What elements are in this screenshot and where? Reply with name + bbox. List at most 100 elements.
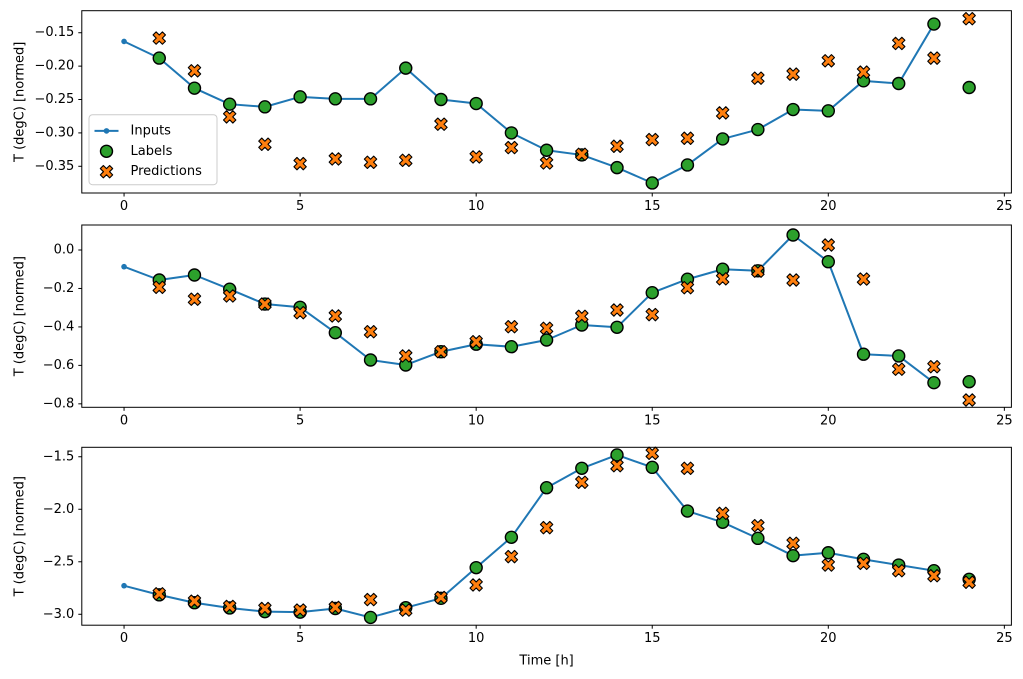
predictions-x-marker — [434, 590, 448, 605]
labels-circle-marker — [892, 76, 906, 91]
predictions-x-marker — [680, 131, 695, 145]
predictions-x-marker — [152, 280, 166, 295]
legend-label-labels: Labels — [131, 144, 173, 159]
predictions-x-marker — [856, 272, 871, 286]
inputs-point-marker — [121, 263, 127, 270]
y-tick-label: −2.5 — [43, 554, 75, 569]
predictions-x-marker — [821, 558, 836, 572]
predictions-x-marker — [715, 506, 730, 521]
labels-circle-marker — [399, 61, 413, 75]
axes-spines — [81, 446, 1012, 626]
labels-circle-marker — [645, 176, 659, 190]
x-tick-label: 0 — [120, 413, 128, 428]
labels-circle-marker — [751, 122, 765, 137]
x-axis-label: Time [h] — [518, 654, 573, 669]
labels-circle-marker — [363, 353, 378, 367]
legend-label-predictions: Predictions — [131, 164, 203, 179]
y-tick-label: −1.5 — [43, 449, 75, 464]
predictions-x-marker — [363, 155, 378, 170]
predictions-x-marker — [927, 569, 941, 583]
y-tick-label: −2.0 — [43, 502, 75, 517]
axes-spines — [81, 10, 1012, 194]
y-tick-label: −0.35 — [34, 159, 74, 174]
predictions-x-marker — [610, 303, 624, 317]
predictions-x-marker — [504, 549, 519, 564]
x-tick-label: 10 — [468, 199, 485, 214]
y-tick-label: −0.25 — [34, 92, 74, 107]
legend: Inputs Labels Predictions — [88, 114, 218, 186]
x-tick-label: 15 — [644, 199, 661, 214]
predictions-x-marker — [469, 578, 483, 592]
x-tick-label: 20 — [820, 199, 837, 214]
labels-circle-marker — [293, 90, 307, 104]
predictions-x-marker — [856, 65, 871, 79]
y-tick-label: −3.0 — [43, 607, 75, 622]
predictions-x-marker — [399, 603, 413, 617]
predictions-x-marker — [539, 156, 554, 170]
labels-circle-marker — [328, 325, 343, 340]
predictions-x-marker — [821, 54, 836, 68]
predictions-x-marker — [328, 600, 343, 615]
labels-circle-marker — [645, 285, 659, 300]
labels-circle-marker — [786, 228, 800, 242]
predictions-x-marker — [575, 475, 589, 490]
labels-circle-marker — [469, 560, 483, 575]
subplot-1: 0 5 10 15 20 25 −0.15 −0.20 −0.25 −0.30 −0.35 T (de… — [13, 10, 1013, 214]
x-tick-label: 0 — [120, 631, 128, 646]
predictions-x-marker — [187, 64, 202, 78]
legend-line-dot — [103, 128, 110, 134]
x-tick-label: 15 — [644, 413, 661, 428]
labels-circle-marker — [152, 51, 166, 65]
labels-circle-marker — [892, 349, 906, 363]
inputs-line — [123, 23, 935, 184]
y-tick-label: −0.20 — [34, 59, 74, 74]
predictions-x-marker — [152, 31, 166, 45]
predictions-x-marker — [187, 594, 202, 608]
x-tick-label: 15 — [644, 631, 661, 646]
legend-circle-sample — [99, 144, 114, 159]
labels-circle-marker — [786, 102, 800, 117]
x-tick-label: 25 — [996, 413, 1013, 428]
inputs-line — [123, 234, 935, 384]
predictions-x-marker — [610, 139, 624, 153]
labels-circle-marker — [363, 92, 378, 106]
predictions-x-marker — [539, 321, 554, 335]
labels-circle-marker — [222, 97, 237, 111]
x-tick-label: 5 — [296, 413, 304, 428]
predictions-x-marker — [187, 292, 202, 306]
labels-circle-marker — [469, 96, 483, 111]
predictions-x-marker — [962, 11, 976, 26]
y-tick-label: −0.2 — [43, 281, 75, 296]
predictions-x-marker — [258, 601, 272, 616]
labels-circle-marker — [504, 340, 519, 354]
predictions-x-marker — [469, 334, 483, 349]
labels-circle-marker — [645, 460, 659, 475]
labels-circle-marker — [539, 143, 554, 157]
labels-circle-marker — [751, 531, 765, 546]
labels-circle-marker — [680, 504, 695, 518]
predictions-x-marker — [856, 556, 871, 571]
predictions-x-marker — [504, 319, 519, 334]
labels-circle-marker — [328, 92, 343, 106]
predictions-x-marker — [328, 309, 343, 323]
labels-series — [152, 228, 976, 390]
labels-series — [152, 448, 976, 625]
x-tick-label: 10 — [468, 631, 485, 646]
predictions-x-marker — [927, 51, 941, 65]
labels-circle-marker — [821, 255, 835, 269]
predictions-x-marker — [962, 393, 976, 407]
predictions-x-marker — [645, 307, 659, 322]
predictions-x-marker — [610, 458, 624, 473]
y-tick-label: −0.4 — [43, 319, 75, 334]
y-tick-label: −0.30 — [34, 125, 74, 140]
x-tick-label: 5 — [296, 199, 304, 214]
predictions-x-marker — [715, 106, 730, 120]
predictions-series — [152, 238, 976, 407]
predictions-x-marker — [786, 273, 800, 287]
legend-label-inputs: Inputs — [131, 123, 172, 138]
predictions-x-marker — [645, 446, 659, 461]
legend-box — [88, 114, 218, 186]
predictions-x-marker — [434, 344, 448, 359]
labels-circle-marker — [504, 126, 519, 140]
y-axis-label: T (degC) [normed] — [13, 42, 28, 163]
